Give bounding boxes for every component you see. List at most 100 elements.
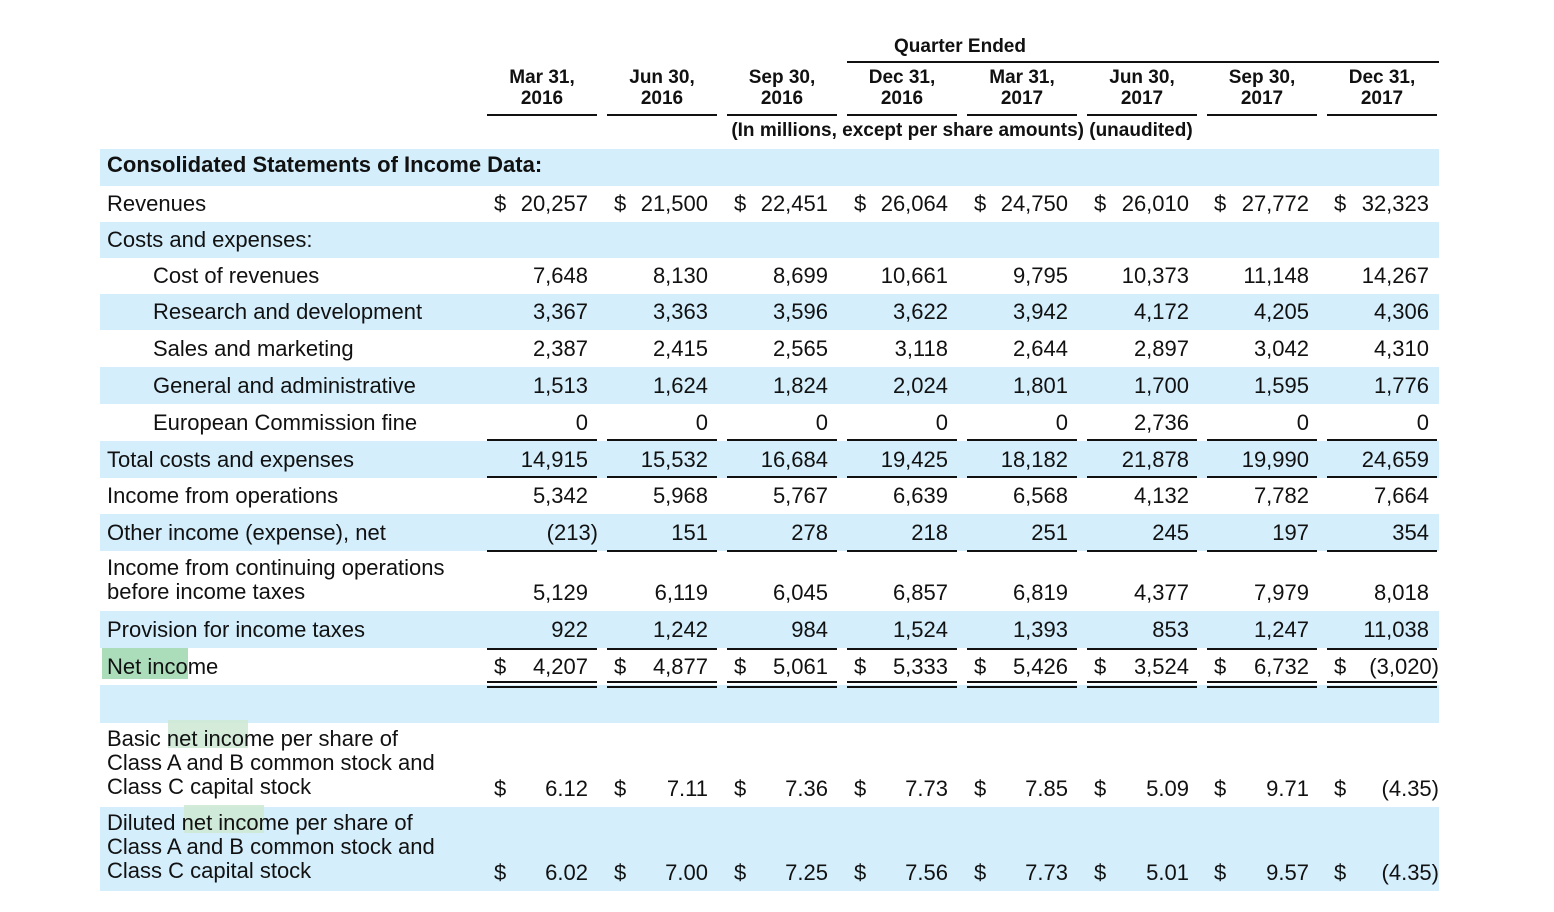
cell-value: 9,795	[1012, 263, 1068, 288]
currency-symbol: $	[854, 860, 867, 885]
cell-value: 4,877	[652, 654, 708, 679]
total-double-rule	[1087, 686, 1197, 688]
subtotal-rule	[967, 550, 1077, 552]
currency-symbol: $	[494, 860, 507, 885]
column-header-2: Jun 30, 2016	[629, 67, 695, 109]
column-header-rule-4	[847, 114, 957, 116]
cell-value: 24,659	[1361, 447, 1429, 472]
row-band	[100, 807, 1439, 891]
cell-value: 7.11	[666, 776, 708, 801]
subtotal-rule	[1207, 476, 1317, 478]
subtotal-rule	[1087, 476, 1197, 478]
row-band	[100, 611, 1439, 648]
subtotal-rule	[847, 439, 957, 441]
cell-value: 1,595	[1253, 373, 1309, 398]
cell-value: 2,897	[1133, 336, 1189, 361]
subtotal-rule	[1087, 439, 1197, 441]
cell-value: 3,622	[892, 299, 948, 324]
cell-value: 922	[551, 617, 588, 642]
section-band	[100, 149, 1439, 186]
cell-value: 6,819	[1012, 580, 1068, 605]
row-label: Cost of revenues	[153, 263, 320, 288]
cell-value: 32,323	[1361, 191, 1429, 216]
cell-value: 0	[815, 410, 828, 435]
subtotal-rule	[727, 550, 837, 552]
subtotal-rule	[487, 476, 597, 478]
cell-value: (3,020)	[1369, 654, 1439, 679]
total-double-rule	[847, 686, 957, 688]
cell-value: 11,038	[1363, 617, 1429, 642]
row-label: Income from operations	[107, 483, 339, 508]
cell-value: 3,363	[652, 299, 708, 324]
cell-value: 6,732	[1253, 654, 1309, 679]
cell-value: 14,267	[1361, 263, 1429, 288]
cell-value: 7.73	[1025, 860, 1068, 885]
cell-value: 0	[935, 410, 948, 435]
cell-value: 14,915	[520, 447, 588, 472]
currency-symbol: $	[1214, 191, 1227, 216]
row-label: Provision for income taxes	[107, 616, 365, 642]
subtotal-rule	[1207, 550, 1317, 552]
cell-value: 7,782	[1253, 483, 1309, 508]
subtotal-rule	[967, 476, 1077, 478]
cell-value: 7.56	[905, 860, 948, 885]
currency-symbol: $	[734, 191, 747, 216]
cell-value: 1,513	[532, 373, 588, 398]
row-label: Net income	[107, 653, 219, 679]
cell-value: 3,042	[1253, 336, 1309, 361]
currency-symbol: $	[494, 191, 507, 216]
cell-value: 151	[671, 520, 708, 545]
cell-value: 1,524	[892, 617, 948, 642]
column-header-rule-8	[1327, 114, 1437, 116]
column-header-rule-7	[1207, 114, 1317, 116]
total-double-rule	[487, 686, 597, 688]
cell-value: 245	[1152, 520, 1189, 545]
cell-value: 7.36	[785, 776, 828, 801]
row-label: Other income (expense), net	[107, 519, 386, 545]
currency-symbol: $	[1094, 860, 1107, 885]
row-band	[100, 441, 1439, 478]
cell-value: 5,426	[1012, 654, 1068, 679]
row-label: Diluted net income per share of Class A …	[107, 810, 435, 883]
cell-value: 8,130	[652, 263, 708, 288]
cell-value: 4,310	[1373, 336, 1429, 361]
subtotal-rule	[1327, 439, 1437, 441]
cell-value: 6,568	[1012, 483, 1068, 508]
cell-value: 4,132	[1133, 483, 1189, 508]
currency-symbol: $	[974, 191, 987, 216]
currency-symbol: $	[974, 776, 987, 801]
currency-symbol: $	[614, 860, 627, 885]
subtotal-rule	[607, 439, 717, 441]
cell-value: 5,968	[652, 483, 708, 508]
cell-value: 2,736	[1133, 410, 1189, 435]
cell-value: 3,596	[772, 299, 828, 324]
total-double-rule	[1327, 686, 1437, 688]
cell-value: 984	[791, 617, 828, 642]
cell-value: (4.35)	[1381, 860, 1439, 885]
subtotal-rule	[1327, 550, 1437, 552]
cell-value: 6.02	[545, 860, 588, 885]
cell-value: 6,045	[772, 580, 828, 605]
subtotal-rule	[1207, 648, 1317, 650]
cell-value: 6.12	[545, 776, 588, 801]
subtotal-rule	[967, 439, 1077, 441]
subtotal-rule	[847, 550, 957, 552]
currency-symbol: $	[1214, 860, 1227, 885]
subtotal-rule	[487, 439, 597, 441]
cell-value: 2,387	[532, 336, 588, 361]
cell-value: 5.01	[1146, 860, 1189, 885]
cell-value: 7,979	[1253, 580, 1309, 605]
cell-value: 4,306	[1373, 299, 1429, 324]
cell-value: 5,333	[892, 654, 948, 679]
cell-value: 21,500	[640, 191, 708, 216]
cell-value: 8,699	[772, 263, 828, 288]
cell-value: 2,024	[892, 373, 948, 398]
column-header-rule-2	[607, 114, 717, 116]
row-label: Income from continuing operations before…	[107, 555, 445, 604]
currency-symbol: $	[614, 776, 627, 801]
cell-value: 1,247	[1253, 617, 1309, 642]
row-label: Revenues	[107, 191, 207, 216]
row-band	[100, 294, 1439, 330]
currency-symbol: $	[1334, 654, 1347, 679]
currency-symbol: $	[1094, 654, 1107, 679]
